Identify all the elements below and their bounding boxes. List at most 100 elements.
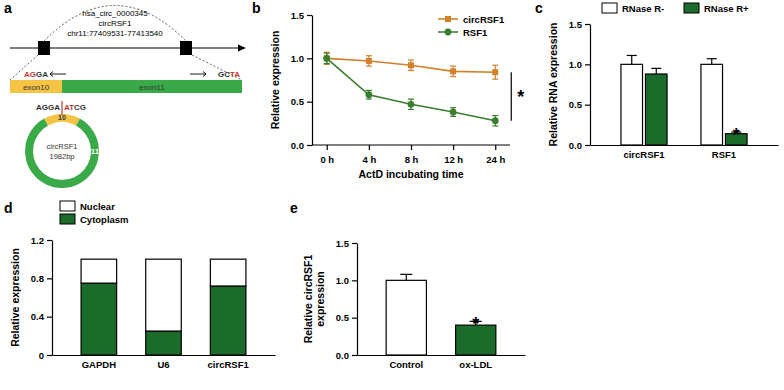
exon-bar [10,80,62,93]
error-cap [651,68,661,69]
error-cap [366,98,372,99]
panel: c0.00.51.01.5circRSF1RSF1Relative RNA ex… [535,0,779,160]
y-tick-label: 0.0 [291,140,304,151]
y-tick: 1.0 [336,275,357,286]
y-tick-mark [47,278,52,279]
sequence-part: AT [64,103,74,112]
x-axis-line [358,355,526,356]
x-tick: 8 h [405,145,419,165]
error-cap [450,107,456,108]
error-cap [324,52,330,53]
sequence-part: AG [24,70,36,79]
y-tick-label: 1.5 [569,19,583,30]
y-tick-mark [352,318,357,319]
error-cap [492,79,498,80]
y-tick-mark [307,102,312,103]
legend-swatch [445,29,452,36]
y-tick-mark [307,145,312,146]
legend-label: RSF1 [463,27,488,38]
y-tick-label: 1.0 [569,59,582,70]
x-tick-label: U6 [157,359,169,370]
y-tick: 0.4 [31,311,52,322]
y-tick: 1.5 [336,238,357,249]
y-tick-label: 1.0 [336,275,349,286]
marker [365,91,372,98]
x-tick-label: circRSF1 [208,359,250,370]
y-tick: 0.5 [569,99,590,110]
y-tick-mark [585,24,590,25]
x-tick-label: GAPDH [82,359,116,370]
bar [146,331,182,355]
ring-label: 10 [58,114,66,121]
sequence-part: TA [230,70,240,79]
error-bar [631,55,632,64]
y-tick-mark [585,64,590,65]
x-tick-label: circRSF1 [623,149,665,160]
marker [450,68,456,74]
bar [210,259,246,286]
x-tick: 24 h [486,145,505,165]
y-tick: 0.0 [569,140,590,151]
y-tick-label: 0.5 [291,96,305,107]
error-cap [408,59,414,60]
sequence: ATCG [64,103,86,112]
bar [81,283,117,355]
series-line [327,58,496,120]
error-bar [711,59,712,65]
y-tick: 1.0 [291,53,312,64]
error-bar [406,274,407,280]
y-tick-label: 0.0 [569,140,582,151]
y-axis: 0.0 0.5 1.0 1.5 [291,10,313,151]
circ-ring [25,114,99,188]
arrow [190,72,206,77]
y-axis: 0.00.51.01.5 [336,238,358,361]
y-tick-mark [47,240,52,241]
y-tick-mark [585,105,590,106]
y-tick: 0.0 [336,350,357,361]
marker [324,55,330,61]
bar [210,286,246,355]
plot-area [621,55,747,145]
y-tick-mark [352,280,357,281]
exon-box [38,41,50,55]
error-cap [492,125,498,126]
diagram-title: hsa_circ_0000345 [82,9,148,18]
legend-label: circRSF1 [463,14,505,25]
x-axis-line [53,355,276,356]
y-axis: 0.0 0.5 1.0 1.5 [569,19,591,151]
y-tick: 1.5 [291,10,312,21]
y-tick-label: 0.0 [336,350,349,361]
sequence: GCTA [218,70,240,79]
error-cap [324,53,330,54]
error-cap [366,55,372,56]
error-cap [450,116,456,117]
sequence: AGGA [24,70,48,79]
exon-label: exon10 [23,83,50,92]
legend-label: Cytoplasm [80,214,129,225]
marker [408,62,414,68]
sequence-part: GA [36,70,48,79]
error-cap [366,90,372,91]
panel: b0.00.51.01.50 h4 h8 h12 h24 hActD incub… [252,0,524,180]
y-tick: 0.0 [291,140,312,151]
connector [10,55,38,80]
y-tick: 1.2 [31,235,52,246]
x-tick: circRSF1 [208,355,250,370]
series-line [327,58,496,72]
x-tick-label: 0 h [320,154,334,165]
bar [701,64,723,145]
y-tick-mark [307,58,312,59]
sequence-part: AGGA [36,103,60,112]
x-tick-mark [495,145,496,150]
circ-length: 1982bp [49,152,74,161]
x-tick-label: 24 h [486,154,505,165]
legend-label: RNase R+ [704,3,749,14]
y-tick: 1.0 [569,59,590,70]
x-tick-mark [411,145,412,150]
error-cap [492,115,498,116]
ring-label: 11 [91,147,100,156]
arrow [50,72,66,77]
diagram: ahsa_circ_0000345circRSF1chr11:77409531-… [4,0,246,188]
panel: e0.00.51.01.5Controlox-LDLRelative circR… [290,200,526,370]
diagram-title: circRSF1 [99,19,132,28]
